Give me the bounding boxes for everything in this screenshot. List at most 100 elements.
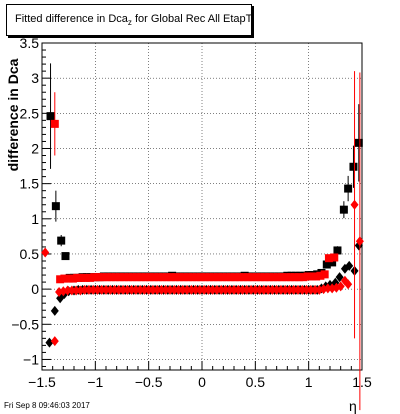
y-tick-label: 1.5 (20, 176, 40, 192)
data-point-square (124, 273, 133, 282)
chart-title: Fitted difference in Dcaz for Global Rec… (15, 13, 253, 28)
data-point-square (103, 273, 112, 282)
data-point-diamond (41, 247, 50, 258)
data-point-diamond (67, 285, 76, 296)
y-axis-label-box: difference in Dca (2, 55, 24, 175)
data-point-diamond (97, 284, 106, 295)
data-point-square (179, 273, 188, 282)
y-tick-label: 2.5 (20, 105, 40, 121)
data-point-diamond (336, 281, 345, 292)
y-tick-label: 0.5 (20, 246, 40, 262)
data-point-diamond (153, 284, 162, 295)
data-point-diamond (72, 285, 81, 296)
data-point-square (307, 272, 316, 281)
data-point-square (46, 112, 55, 121)
data-point-square (81, 273, 90, 282)
data-point-diamond (217, 284, 226, 295)
data-point-diamond (281, 284, 290, 295)
data-point-square (248, 273, 257, 282)
data-point-diamond (161, 284, 170, 295)
data-point-square (120, 273, 129, 282)
data-point-square (171, 273, 180, 282)
data-point-square (175, 273, 184, 282)
data-point-square (196, 273, 205, 282)
data-point-square (73, 273, 82, 282)
data-point-diamond (140, 284, 149, 295)
data-point-diamond (268, 284, 277, 295)
data-point-square (111, 273, 120, 282)
data-point-diamond (123, 284, 132, 295)
data-point-square (115, 273, 124, 282)
y-tick-label: −1 (23, 351, 39, 367)
data-point-square (239, 273, 248, 282)
data-point-square (141, 273, 150, 282)
x-tick-label: 0.5 (246, 374, 266, 390)
data-point-diamond (50, 305, 59, 316)
data-point-diamond (93, 284, 102, 295)
x-tick-label: −1.5 (28, 374, 56, 390)
axis-ticks (41, 42, 363, 370)
data-point-square (290, 273, 299, 282)
data-point-square (265, 273, 274, 282)
data-point-square (322, 260, 331, 269)
data-point-square (107, 273, 116, 282)
data-point-diamond (144, 284, 153, 295)
data-point-diamond (45, 337, 54, 348)
data-point-square (231, 273, 240, 282)
data-point-diamond (289, 284, 298, 295)
x-tick-label: −1 (87, 374, 103, 390)
data-point-square (68, 274, 77, 283)
data-point-square (320, 270, 329, 279)
data-point-square (209, 273, 218, 282)
chart-title-box: Fitted difference in Dcaz for Global Rec… (6, 4, 252, 36)
data-point-diamond (106, 284, 115, 295)
data-point-square (188, 273, 197, 282)
data-point-square (344, 184, 353, 193)
data-point-square (90, 273, 99, 282)
data-point-diamond (178, 284, 187, 295)
data-point-square (316, 271, 325, 280)
data-point-square (328, 258, 337, 267)
data-point-diamond (350, 199, 359, 210)
x-tick-label: 1 (305, 374, 313, 390)
data-point-square (128, 273, 137, 282)
data-point-square (333, 246, 342, 255)
data-point-diamond (174, 284, 183, 295)
data-point-diamond (344, 279, 353, 290)
data-point-diamond (247, 284, 256, 295)
data-point-diamond (302, 284, 311, 295)
data-point-diamond (148, 284, 157, 295)
data-point-diamond (212, 284, 221, 295)
timestamp-footer: Fri Sep 8 09:46:03 2017 (4, 401, 90, 410)
data-point-square (312, 272, 321, 281)
data-point-square (132, 273, 141, 282)
data-point-square (339, 205, 348, 214)
data-marks (41, 63, 364, 411)
data-point-diamond (311, 284, 320, 295)
data-point-diamond (59, 286, 68, 297)
y-tick-label: 0 (31, 281, 39, 297)
data-point-square (56, 275, 65, 284)
data-point-diamond (242, 284, 251, 295)
data-point-diamond (114, 284, 123, 295)
y-tick-label: 2 (31, 140, 39, 156)
data-point-diamond (89, 284, 98, 295)
data-point-square (51, 202, 60, 211)
data-point-diamond (276, 284, 285, 295)
data-point-diamond (259, 284, 268, 295)
plot-frame (41, 42, 363, 371)
data-point-diamond (127, 284, 136, 295)
y-tick-label: 3 (31, 70, 39, 86)
data-point-square (354, 138, 363, 147)
data-point-square (269, 273, 278, 282)
data-point-diamond (195, 284, 204, 295)
data-point-square (60, 274, 69, 283)
data-point-square (252, 273, 261, 282)
data-point-diamond (294, 284, 302, 295)
data-point-diamond (170, 284, 179, 295)
data-point-square (167, 273, 176, 282)
data-point-diamond (119, 284, 128, 295)
data-point-square (214, 273, 222, 282)
data-point-square (50, 119, 59, 128)
